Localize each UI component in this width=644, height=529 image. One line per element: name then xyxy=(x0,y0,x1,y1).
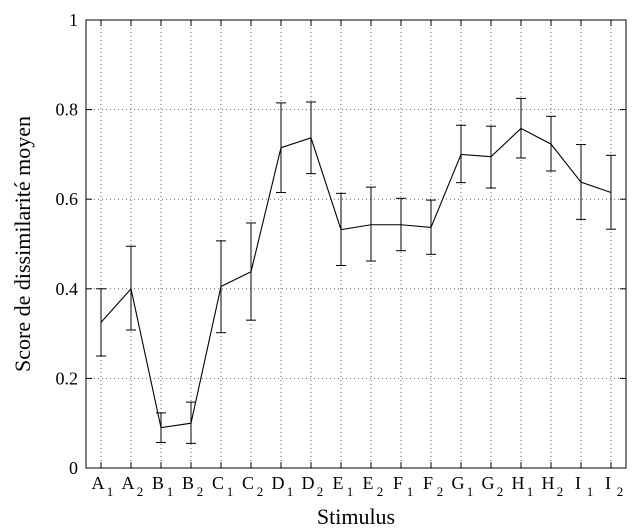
x-tick-label: E xyxy=(333,473,344,493)
x-tick-label-subscript: 2 xyxy=(137,484,144,499)
y-tick-label: 0.6 xyxy=(56,189,79,209)
x-tick-label-subscript: 2 xyxy=(497,484,504,499)
x-tick-label: E xyxy=(363,473,374,493)
x-tick-label: C xyxy=(212,473,224,493)
x-tick-label-subscript: 2 xyxy=(437,484,444,499)
y-tick-label: 0.4 xyxy=(56,279,79,299)
x-tick-label-subscript: 2 xyxy=(317,484,324,499)
x-tick-label: G xyxy=(482,473,495,493)
x-tick-label-subscript: 1 xyxy=(227,484,234,499)
x-tick-label: I xyxy=(605,473,611,493)
series-line xyxy=(100,127,612,429)
x-tick-label: I xyxy=(575,473,581,493)
x-axis-label: Stimulus xyxy=(317,504,395,529)
y-axis-label: Score de dissimilarité moyen xyxy=(10,116,35,372)
x-tick-label-subscript: 2 xyxy=(377,484,384,499)
x-tick-label-subscript: 1 xyxy=(347,484,354,499)
x-tick-label: B xyxy=(182,473,194,493)
x-tick-label-subscript: 1 xyxy=(407,484,414,499)
x-tick-label: H xyxy=(512,473,525,493)
y-tick-label: 0 xyxy=(69,458,78,478)
x-tick-label: F xyxy=(423,473,433,493)
x-tick-label: C xyxy=(242,473,254,493)
error-bars xyxy=(96,97,616,444)
x-tick-label: A xyxy=(122,473,135,493)
x-tick-label-subscript: 2 xyxy=(617,484,624,499)
x-tick-label-subscript: 1 xyxy=(527,484,534,499)
x-tick-label-subscript: 2 xyxy=(197,484,204,499)
y-tick-label: 0.8 xyxy=(56,100,79,120)
y-tick-label: 1 xyxy=(69,10,78,30)
x-tick-label-subscript: 2 xyxy=(557,484,564,499)
x-tick-label: A xyxy=(92,473,105,493)
x-tick-label-subscript: 1 xyxy=(167,484,174,499)
x-tick-label: H xyxy=(542,473,555,493)
x-tick-label: B xyxy=(152,473,164,493)
error-bar xyxy=(366,186,376,262)
x-tick-label-subscript: 2 xyxy=(257,484,264,499)
y-axis: 0 0.2 0.4 0.6 0.8 1 xyxy=(56,10,626,478)
x-tick-label: F xyxy=(393,473,403,493)
x-tick-label-subscript: 1 xyxy=(107,484,114,499)
x-tick-label: G xyxy=(452,473,465,493)
x-tick-label: D xyxy=(272,473,285,493)
x-tick-label: D xyxy=(302,473,315,493)
plot-frame xyxy=(85,19,627,469)
grid xyxy=(86,20,626,468)
y-tick-label: 0.2 xyxy=(56,368,79,388)
x-tick-label-subscript: 1 xyxy=(287,484,294,499)
x-tick-label-subscript: 1 xyxy=(467,484,474,499)
x-tick-label-subscript: 1 xyxy=(587,484,594,499)
